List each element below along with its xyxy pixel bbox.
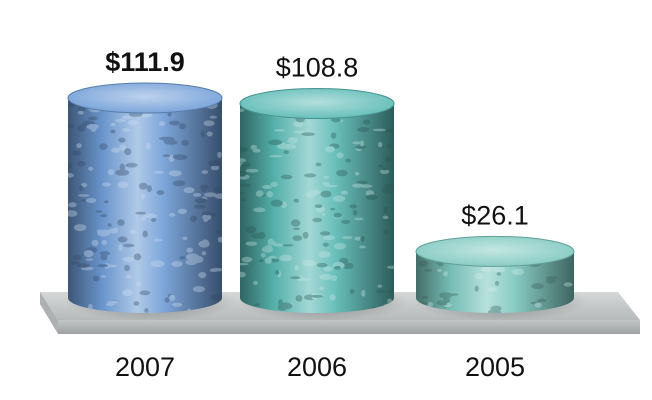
bar-top [67,82,223,114]
bar-body [240,103,394,313]
value-label: $26.1 [461,200,529,230]
bar-body [416,251,574,313]
bar-2005 [414,235,588,321]
category-label: 2007 [115,352,175,382]
bar-texture [240,103,394,313]
bar-top [415,235,575,267]
value-labels-group: $111.9 $108.8 $26.1 [105,47,529,230]
bar-texture [68,98,222,313]
bar-body [68,98,222,313]
category-label: 2005 [465,352,525,382]
bar-top [239,88,395,120]
platform-side [40,292,58,334]
bar-2007 [66,82,236,321]
category-labels-group: 2007 2006 2005 [115,352,525,382]
value-label: $111.9 [105,47,185,77]
platform-front [58,320,640,334]
bars-group [66,82,588,321]
value-label: $108.8 [276,53,359,83]
bar-2006 [238,88,408,321]
category-label: 2006 [287,352,347,382]
